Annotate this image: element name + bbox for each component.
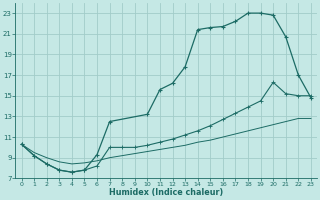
X-axis label: Humidex (Indice chaleur): Humidex (Indice chaleur) <box>109 188 223 197</box>
